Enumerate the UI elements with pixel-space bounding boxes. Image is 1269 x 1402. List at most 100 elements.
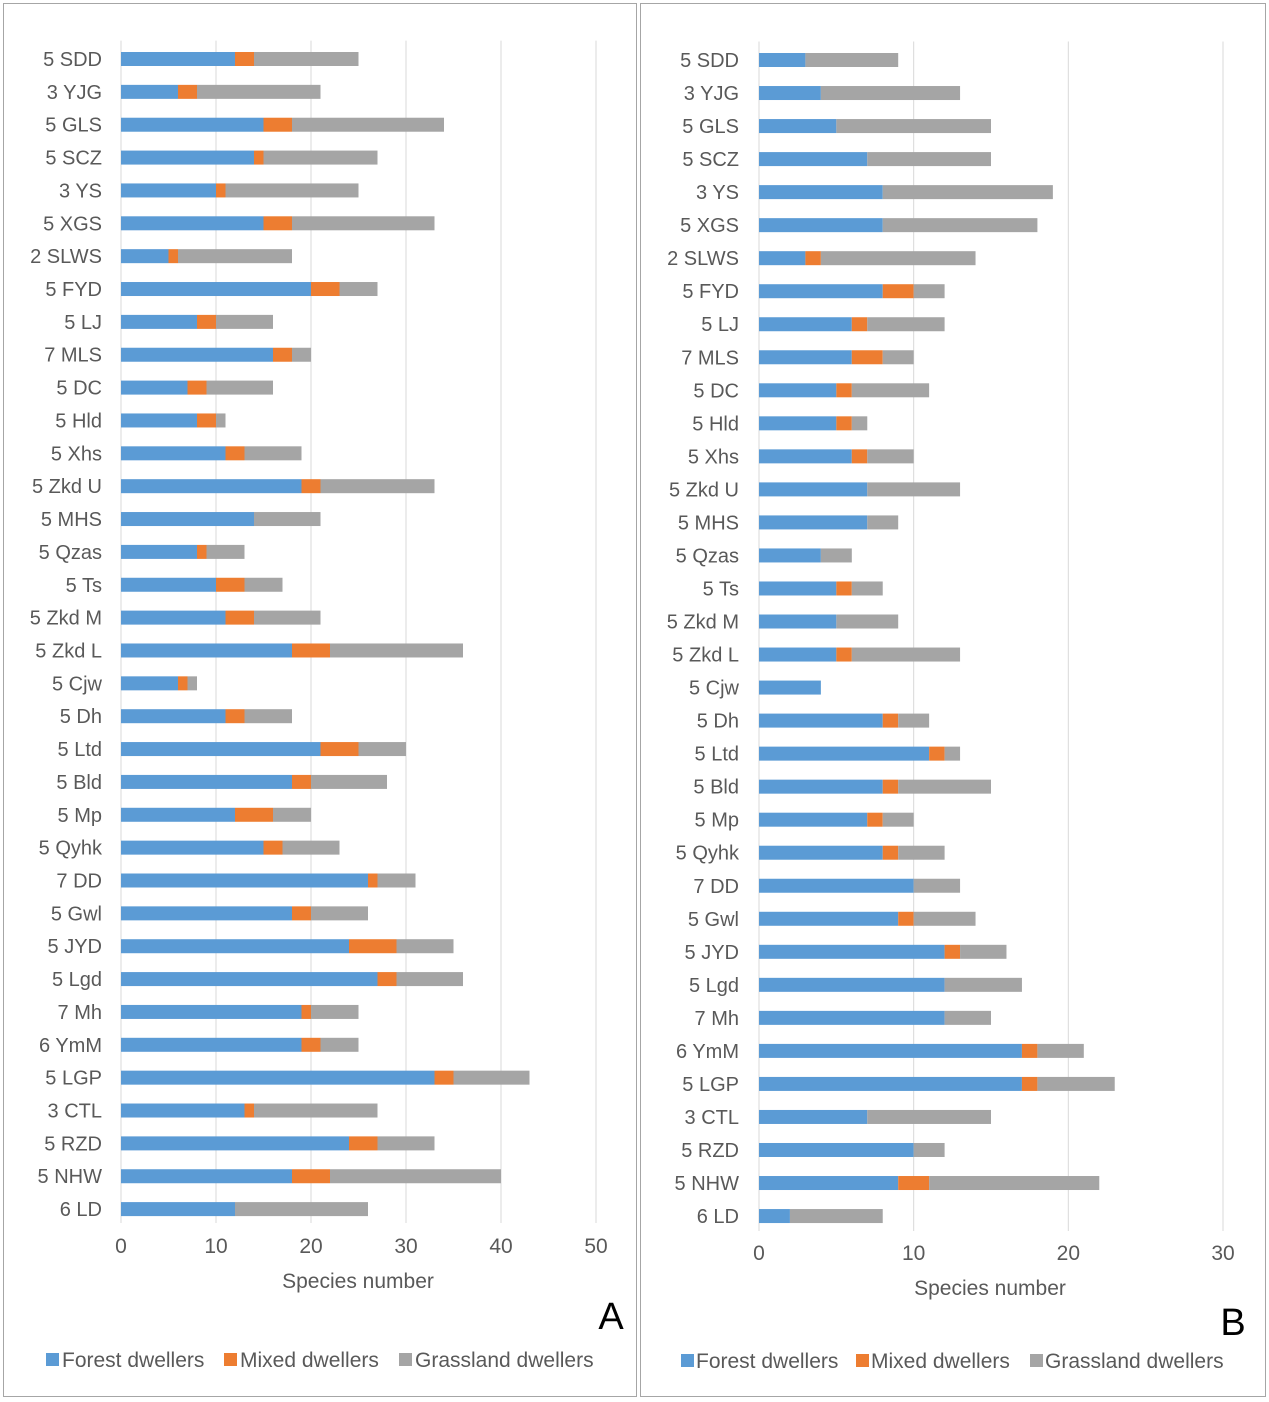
bar-forest-segment (121, 150, 254, 165)
bar-mixed-segment (263, 216, 292, 231)
bar-forest-segment (121, 709, 226, 724)
bar-forest-segment (759, 515, 868, 530)
panel-label: A (598, 1296, 624, 1338)
category-label: 7 MLS (681, 347, 739, 369)
bar-forest-segment (121, 183, 216, 198)
bar-grassland-segment (311, 1004, 359, 1019)
bar-grassland-segment (396, 939, 454, 954)
bar-forest-segment (759, 680, 821, 695)
category-label: 5 Qyhk (39, 838, 103, 860)
bar-forest-segment (759, 449, 852, 464)
category-label: 5 LJ (701, 314, 739, 336)
bar-forest-segment (121, 807, 235, 822)
bar-grassland-segment (820, 251, 976, 266)
bar-forest-segment (759, 779, 883, 794)
bar-mixed-segment (225, 610, 254, 625)
bar-grassland-segment (311, 774, 387, 789)
category-label: 5 Cjw (52, 673, 103, 695)
category-label: 6 YmM (39, 1035, 102, 1057)
category-label: 5 SCZ (682, 149, 739, 171)
bar-mixed-segment (836, 416, 852, 431)
bar-forest-segment (121, 1103, 245, 1118)
category-label: 5 Zkd M (30, 608, 102, 630)
category-label: 5 SCZ (45, 148, 102, 170)
bar-mixed-segment (851, 317, 868, 332)
bar-grassland-segment (789, 1209, 883, 1224)
bar-grassland-segment (898, 779, 991, 794)
bar-forest-segment (121, 314, 197, 329)
category-label: 6 LD (697, 1206, 739, 1228)
bar-forest-segment (121, 610, 226, 625)
bar-grassland-segment (292, 347, 311, 362)
bar-forest-segment (759, 614, 837, 629)
bar-forest-segment (759, 581, 837, 596)
bar-mixed-segment (320, 742, 359, 757)
bar-mixed-segment (1021, 1043, 1038, 1058)
bar-mixed-segment (836, 581, 852, 596)
category-label: 2 SLWS (30, 246, 102, 268)
bar-forest-segment (759, 284, 883, 299)
category-label: 2 SLWS (667, 248, 739, 270)
category-label: 5 XGS (43, 213, 102, 235)
bar-grassland-segment (377, 1136, 435, 1151)
bar-forest-segment (759, 1176, 899, 1191)
bar-mixed-segment (836, 647, 852, 662)
bar-mixed-segment (178, 676, 188, 691)
bar-mixed-segment (377, 972, 397, 987)
bar-forest-segment (121, 643, 292, 658)
bar-forest-segment (121, 84, 178, 99)
bar-grassland-segment (867, 449, 914, 464)
bar-mixed-segment (349, 939, 397, 954)
bar-forest-segment (759, 1209, 790, 1224)
bar-grassland-segment (273, 807, 311, 822)
category-label: 5 Zkd U (669, 479, 739, 501)
bar-mixed-segment (292, 643, 330, 658)
bar-mixed-segment (882, 713, 899, 728)
category-label: 5 Ltd (58, 739, 102, 761)
bar-mixed-segment (168, 249, 178, 264)
bar-forest-segment (121, 1136, 349, 1151)
bar-forest-segment (121, 906, 292, 921)
category-label: 5 RZD (681, 1140, 739, 1162)
bar-grassland-segment (1037, 1043, 1084, 1058)
bar-grassland-segment (867, 152, 991, 167)
category-label: 3 CTL (48, 1101, 102, 1123)
bar-forest-segment (759, 845, 883, 860)
category-label: 5 SDD (43, 49, 102, 71)
category-label: 5 NHW (38, 1166, 103, 1188)
bar-mixed-segment (851, 449, 868, 464)
category-label: 5 Gwl (688, 909, 739, 931)
bar-mixed-segment (882, 845, 899, 860)
bar-mixed-segment (898, 1176, 930, 1191)
bar-grassland-segment (913, 878, 961, 893)
bar-mixed-segment (178, 84, 197, 99)
bar-mixed-segment (851, 350, 883, 365)
category-label: 5 XGS (680, 215, 739, 237)
bar-grassland-segment (867, 515, 899, 530)
bar-mixed-segment (301, 1004, 311, 1019)
bar-forest-segment (759, 119, 837, 134)
bar-mixed-segment (292, 906, 311, 921)
category-label: 5 Hld (692, 413, 739, 435)
category-label: 5 Qzas (39, 542, 102, 564)
category-label: 5 Ltd (695, 744, 739, 766)
bar-forest-segment (759, 1109, 868, 1124)
bar-mixed-segment (836, 383, 852, 398)
bar-grassland-segment (235, 1202, 368, 1217)
category-label: 5 Hld (55, 410, 102, 432)
legend-label-grassland: Grassland dwellers (415, 1349, 594, 1372)
bar-grassland-segment (882, 218, 1038, 233)
bar-forest-segment (759, 185, 883, 200)
bar-forest-segment (759, 944, 945, 959)
bar-mixed-segment (898, 911, 914, 926)
legend-swatch-mixed (856, 1354, 869, 1367)
bar-grassland-segment (292, 117, 444, 132)
bar-forest-segment (759, 218, 883, 233)
bar-forest-segment (759, 383, 837, 398)
bar-grassland-segment (339, 282, 378, 297)
category-label: 7 Mh (58, 1002, 102, 1024)
category-label: 5 Dh (697, 711, 739, 733)
bar-mixed-segment (311, 282, 340, 297)
category-label: 5 DC (693, 380, 739, 402)
category-label: 5 FYD (45, 279, 102, 301)
